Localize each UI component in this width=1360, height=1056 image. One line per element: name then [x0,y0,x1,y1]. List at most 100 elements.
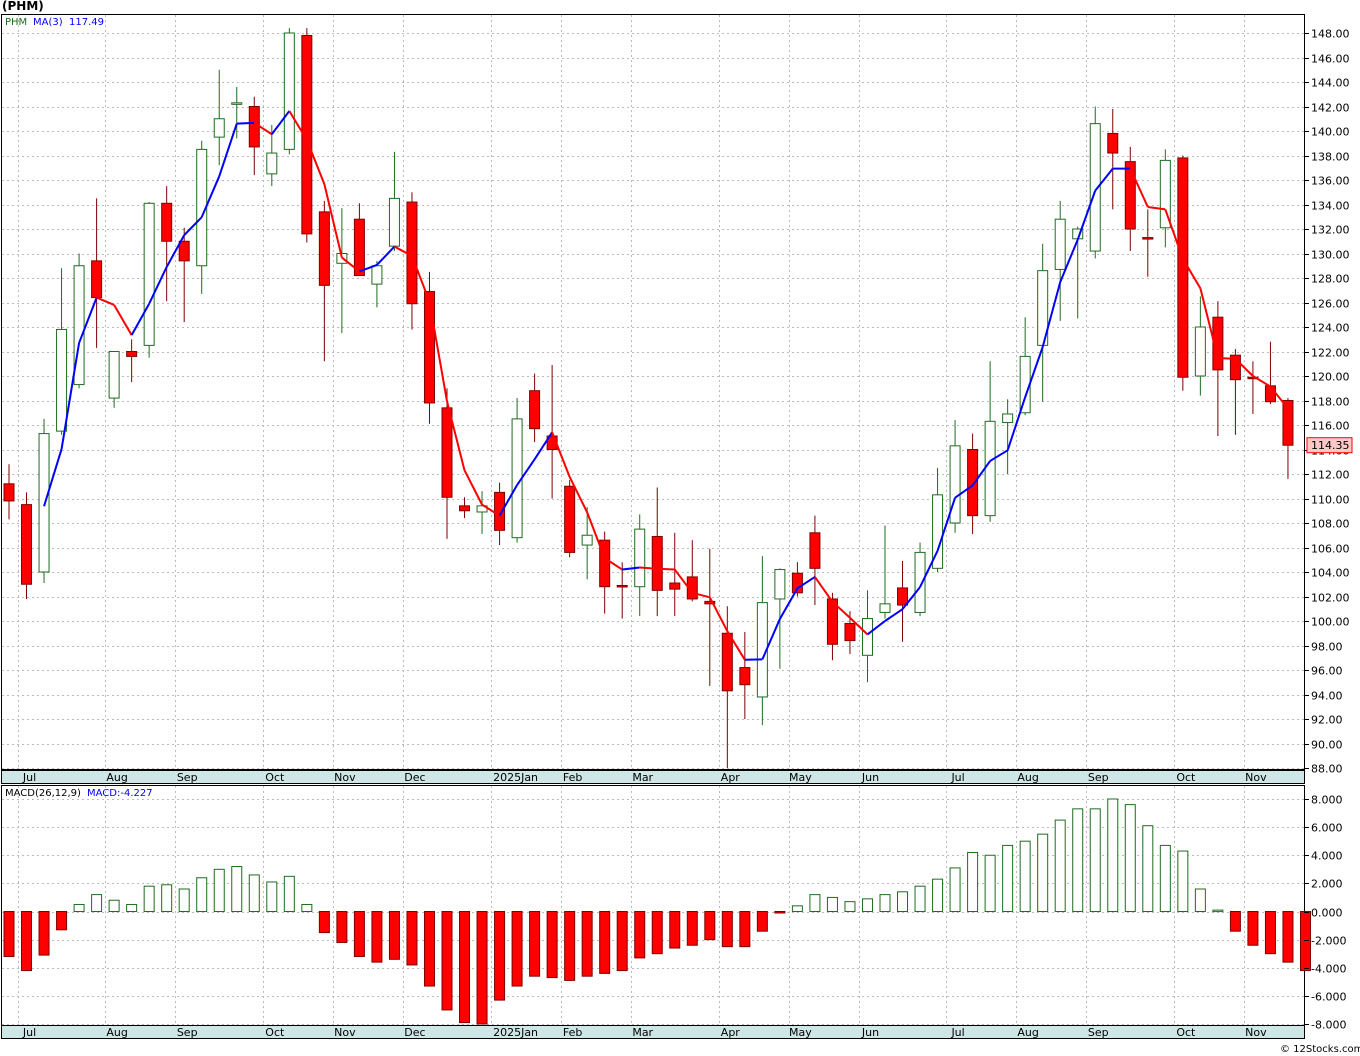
candle [1107,108,1119,210]
ma-segment [1199,287,1219,359]
macd-date-label: Sep [1088,1026,1109,1039]
macd-bar-positive [161,884,173,912]
macd-tick-label: -4.000 [1311,963,1346,976]
ma-segment [236,121,255,125]
candle-body-down [126,351,138,357]
candle-body-up [56,328,68,432]
macd-bar-positive [1107,798,1119,912]
ma-segment [673,568,694,594]
macd-bar-positive [248,874,260,912]
ma-segment [359,263,378,273]
candle-body-up [1089,123,1101,252]
macd-bar-positive [791,905,803,912]
macd-bar-negative [388,911,400,960]
candle [143,202,155,358]
ma-segment [1269,385,1289,410]
candle [879,525,891,619]
price-y-axis: 148.00 146.00 144.00 142.00 140.00 138.00 136.… [1304,28,1350,776]
macd-date-label: 2025Jan [493,1026,538,1039]
candle [791,562,803,597]
ma-segment [183,216,203,236]
macd-bar-negative [739,911,751,948]
date-label: Sep [1088,771,1109,784]
ma-segment [78,297,98,344]
candle-body-up [231,102,243,105]
ma-segment [989,449,1009,462]
ma-segment [814,576,834,603]
candle [353,203,365,277]
ma-segment [1252,375,1271,388]
candle-body-down [423,290,435,404]
candle-body-up [143,202,155,346]
price-tick-label: 132.00 [1311,224,1350,237]
ma-segment [551,431,571,478]
candle [283,28,295,155]
candle [739,632,751,719]
macd-date-label: Nov [334,1026,356,1039]
candle-body-down [844,622,856,642]
candle [616,562,628,619]
macd-bar-positive [1124,804,1136,912]
candle [459,497,471,519]
candle-body-down [967,449,979,517]
price-tick-label: 124.00 [1311,322,1350,335]
candle [932,467,944,572]
candle-body-down [1107,132,1119,154]
candle [231,86,243,139]
candle-body-down [1142,237,1154,240]
price-candles [3,28,1294,768]
date-label: Jul [22,771,36,784]
ma-segment [586,512,606,559]
date-label: Apr [721,771,741,784]
ma-segment [130,303,151,336]
candle-body-down [686,576,698,600]
macd-bar-positive [231,866,243,912]
candle [1229,349,1241,435]
candle-body-up [213,118,225,138]
macd-tick-label: -6.000 [1311,991,1346,1004]
ma-segment [884,608,904,622]
macd-tick-label: 0.000 [1311,907,1343,920]
ma-segment [393,245,413,257]
macd-bar-negative [756,911,768,932]
macd-bar-positive [932,878,944,912]
macd-bar-negative [318,911,330,934]
macd-tick-label: -8.000 [1311,1019,1346,1032]
macd-date-label: May [789,1026,812,1039]
date-label: Nov [334,771,356,784]
macd-bar-negative [1264,911,1276,955]
macd-bar-positive [1212,909,1224,913]
macd-bar-negative [38,911,50,956]
candle-body-up [266,152,278,175]
candle [1089,106,1101,259]
ma-segment [1147,205,1166,211]
price-legend: PHM MA(3) 117.49 [5,17,104,28]
ma-segment [446,401,466,471]
macd-bar-negative [371,911,383,963]
candle-body-up [949,445,961,524]
candle-body-down [161,202,173,242]
ma-segment [341,256,361,273]
candle [126,339,138,383]
price-panel-frame [1,14,1305,770]
legend-ma-label: MA(3) [33,17,63,28]
candle-body-down [704,600,716,605]
candle [1124,146,1136,252]
last-price-label: 114.35 [1311,439,1350,452]
macd-bar-negative [564,911,576,981]
price-gridlines [2,15,1304,770]
candle-body-up [388,197,400,247]
ma-segment [657,567,675,571]
macd-bar-positive [1019,840,1031,912]
candle-body-down [3,483,15,502]
ma-segment [1094,167,1114,192]
candle-body-up [1002,413,1014,424]
ma-segment [1217,357,1236,360]
macd-bar-positive [126,903,138,912]
macd-bar-negative [1247,911,1259,946]
last-price-box: 114.35 [1306,437,1353,454]
candle [651,487,663,617]
candle [1142,209,1154,277]
macd-bar-negative [476,911,488,1025]
date-label: Oct [265,771,285,784]
